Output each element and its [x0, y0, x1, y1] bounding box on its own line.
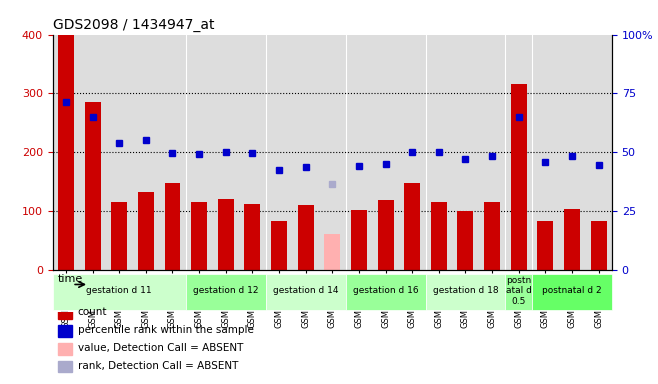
Bar — [457, 211, 474, 270]
FancyBboxPatch shape — [532, 274, 612, 310]
Bar — [58, 35, 74, 270]
Text: postnatal d 2: postnatal d 2 — [542, 286, 602, 295]
FancyBboxPatch shape — [186, 274, 266, 310]
Bar — [271, 221, 287, 270]
Bar — [59, 361, 72, 372]
Bar — [511, 84, 526, 270]
Bar — [164, 183, 180, 270]
Bar — [59, 343, 72, 354]
FancyBboxPatch shape — [53, 274, 186, 310]
Bar — [59, 307, 72, 319]
Text: time: time — [59, 274, 84, 284]
Text: gestation d 11: gestation d 11 — [86, 286, 152, 295]
Text: gestation d 16: gestation d 16 — [353, 286, 418, 295]
Bar — [484, 202, 500, 270]
Bar — [591, 221, 607, 270]
Bar — [351, 210, 367, 270]
FancyBboxPatch shape — [266, 274, 345, 310]
Bar — [378, 200, 393, 270]
Bar — [244, 204, 261, 270]
Text: GDS2098 / 1434947_at: GDS2098 / 1434947_at — [53, 18, 214, 32]
Bar — [297, 205, 314, 270]
Bar — [191, 202, 207, 270]
Bar — [218, 199, 234, 270]
Bar — [564, 209, 580, 270]
Text: postn
atal d
0.5: postn atal d 0.5 — [506, 276, 532, 306]
Text: rank, Detection Call = ABSENT: rank, Detection Call = ABSENT — [78, 361, 238, 371]
Bar — [111, 202, 127, 270]
Bar — [404, 183, 420, 270]
Bar — [59, 325, 72, 337]
FancyBboxPatch shape — [505, 274, 532, 310]
FancyBboxPatch shape — [345, 274, 426, 310]
Text: gestation d 18: gestation d 18 — [433, 286, 498, 295]
Bar — [538, 221, 553, 270]
Text: count: count — [78, 307, 107, 317]
Bar — [85, 102, 101, 270]
Text: percentile rank within the sample: percentile rank within the sample — [78, 325, 254, 335]
Bar — [431, 202, 447, 270]
Text: gestation d 14: gestation d 14 — [273, 286, 338, 295]
FancyBboxPatch shape — [426, 274, 505, 310]
Bar — [324, 234, 340, 270]
Bar — [138, 192, 154, 270]
Text: value, Detection Call = ABSENT: value, Detection Call = ABSENT — [78, 343, 243, 353]
Text: gestation d 12: gestation d 12 — [193, 286, 259, 295]
